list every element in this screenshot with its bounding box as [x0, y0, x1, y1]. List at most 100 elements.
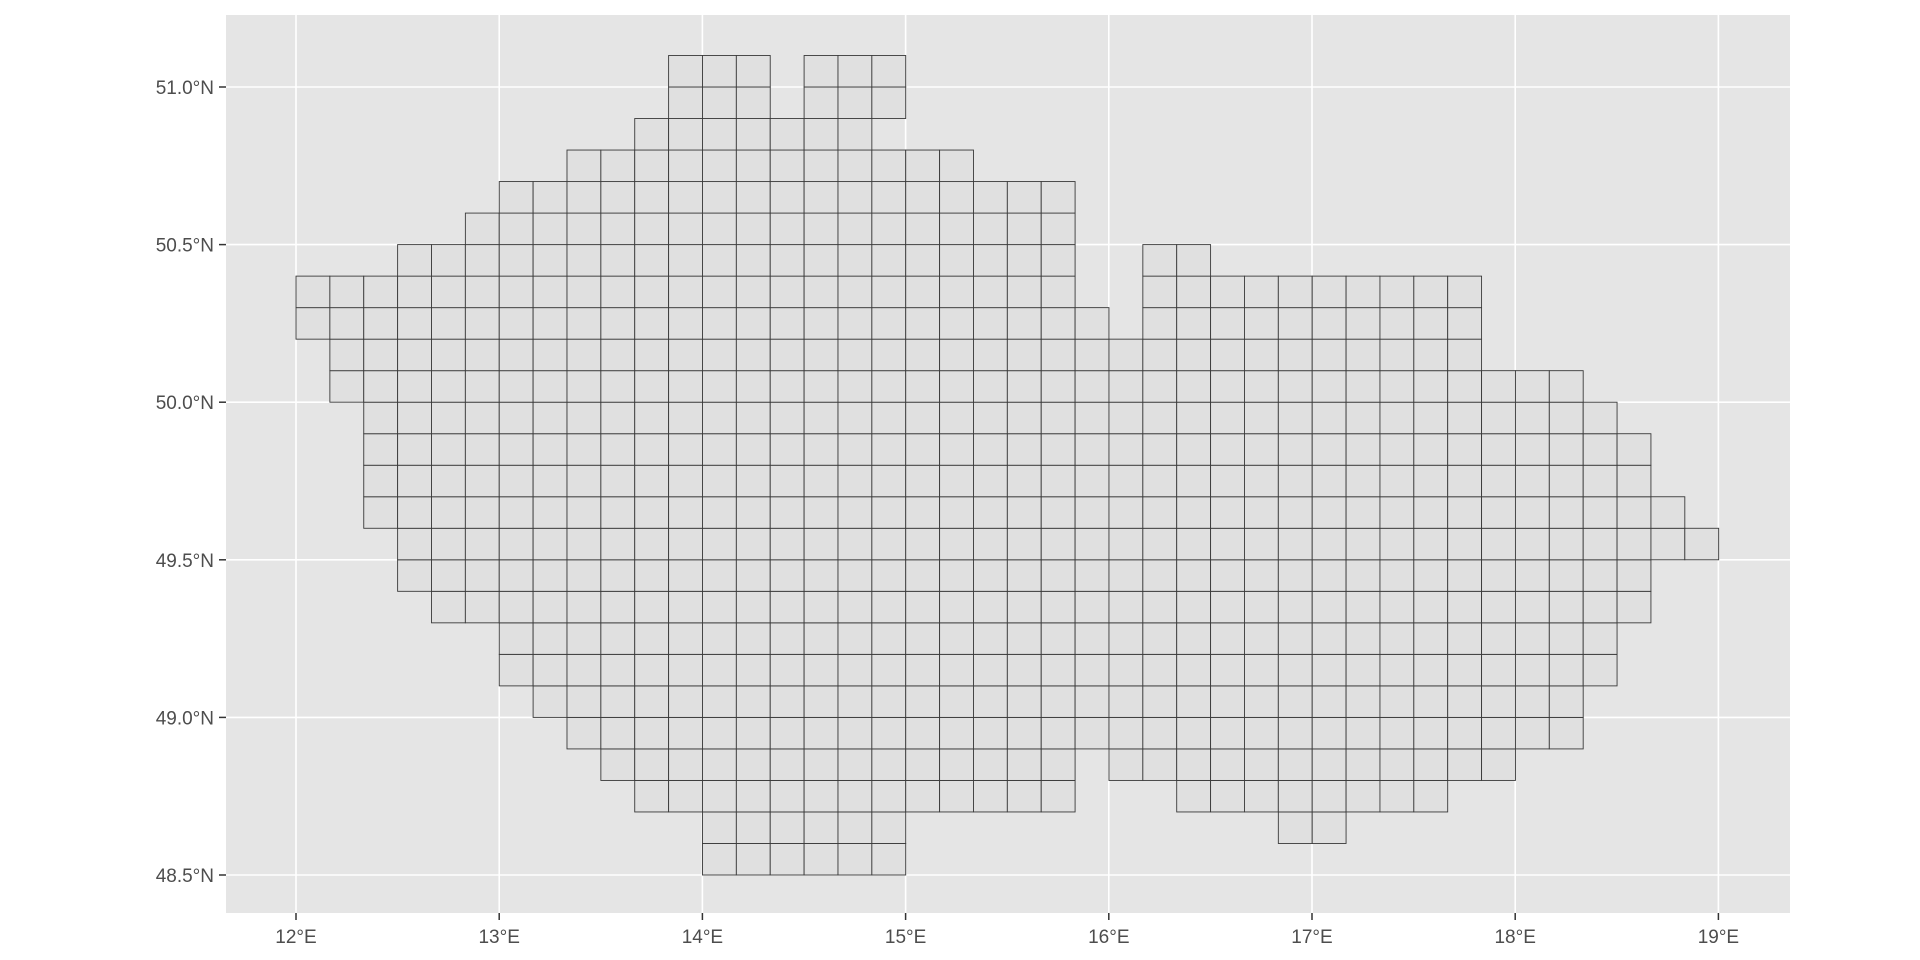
grid-cell [1345, 748, 1381, 781]
grid-cell [464, 370, 500, 403]
grid-cell [871, 370, 907, 403]
grid-cell [1345, 370, 1381, 403]
grid-cell [1176, 748, 1212, 781]
grid-cell [532, 685, 568, 718]
grid-cell [1074, 464, 1110, 498]
grid-cell [803, 307, 839, 340]
grid-cell [735, 527, 771, 561]
grid-cell [837, 496, 873, 529]
grid-cell [1244, 527, 1279, 561]
grid-cell [1616, 464, 1652, 498]
grid-cell [1210, 622, 1245, 655]
grid-cell [1447, 433, 1483, 466]
grid-cell [532, 590, 568, 624]
grid-cell [1616, 496, 1652, 529]
grid-cell [329, 275, 365, 309]
grid-cell [1006, 716, 1042, 750]
grid-cell [905, 338, 941, 372]
grid-cell [1040, 748, 1076, 781]
y-tick-label: 50.5°N [156, 236, 214, 257]
grid-cell [871, 590, 907, 624]
grid-cell [1311, 401, 1347, 435]
grid-cell [1040, 338, 1076, 372]
grid-cell [1616, 527, 1652, 561]
grid-cell [668, 370, 703, 403]
grid-cell [1311, 275, 1347, 309]
grid-cell [702, 275, 737, 309]
grid-cell [1582, 653, 1618, 687]
grid-cell [1447, 496, 1483, 529]
grid-cell [1176, 433, 1212, 466]
grid-cell [600, 685, 636, 718]
grid-cell [532, 559, 568, 592]
grid-cell [803, 149, 839, 183]
grid-cell [1379, 527, 1415, 561]
grid-cell [803, 212, 839, 246]
grid-cell [566, 590, 602, 624]
grid-cell [668, 716, 703, 750]
grid-cell [973, 653, 1008, 687]
grid-cell [905, 275, 941, 309]
grid-cell [634, 433, 670, 466]
grid-cell [735, 275, 771, 309]
grid-cell [1514, 370, 1550, 403]
grid-cell [837, 716, 873, 750]
grid-cell [1345, 559, 1381, 592]
grid-cell [1040, 590, 1076, 624]
grid-cell [1244, 748, 1279, 781]
grid-cell [600, 622, 636, 655]
grid-cell [1481, 622, 1516, 655]
grid-cell [1006, 275, 1042, 309]
grid-cell [498, 181, 534, 214]
grid-cell [431, 433, 466, 466]
grid-cell [939, 653, 974, 687]
grid-cell [532, 401, 568, 435]
grid-cell [397, 527, 432, 561]
grid-cell [973, 748, 1008, 781]
grid-cell [837, 590, 873, 624]
grid-cell [431, 559, 466, 592]
grid-cell [905, 779, 941, 813]
grid-cell [1277, 559, 1313, 592]
grid-cell [634, 149, 670, 183]
grid-cell [1142, 464, 1178, 498]
grid-cell [634, 401, 670, 435]
grid-cell [1142, 590, 1178, 624]
grid-cell [1311, 685, 1347, 718]
grid-cell [431, 496, 466, 529]
grid-cell [1582, 496, 1618, 529]
grid-cell [803, 370, 839, 403]
grid-cell [1311, 779, 1347, 813]
grid-cell [1006, 496, 1042, 529]
grid-cell [1210, 370, 1245, 403]
grid-cell [769, 496, 805, 529]
grid-cell [837, 181, 873, 214]
grid-cell [1311, 338, 1347, 372]
grid-cell [1413, 590, 1449, 624]
grid-cell [871, 685, 907, 718]
grid-cell [1447, 338, 1483, 372]
grid-cell [871, 55, 907, 88]
grid-cell [871, 527, 907, 561]
grid-cell [1006, 307, 1042, 340]
grid-cell [363, 433, 399, 466]
grid-cell [769, 433, 805, 466]
grid-cell [397, 275, 432, 309]
grid-cell [1481, 370, 1516, 403]
grid-cell [837, 401, 873, 435]
grid-cell [1176, 622, 1212, 655]
grid-cell [1074, 433, 1110, 466]
grid-cell [634, 779, 670, 813]
grid-cell [1040, 779, 1076, 813]
grid-cell [1548, 716, 1584, 750]
grid-cell [1447, 622, 1483, 655]
grid-cell [498, 496, 534, 529]
grid-cell [769, 338, 805, 372]
grid-cell [397, 433, 432, 466]
grid-cell [397, 307, 432, 340]
grid-cell [600, 653, 636, 687]
grid-cell [600, 338, 636, 372]
grid-cell [769, 464, 805, 498]
grid-cell [769, 779, 805, 813]
grid-cell [566, 275, 602, 309]
